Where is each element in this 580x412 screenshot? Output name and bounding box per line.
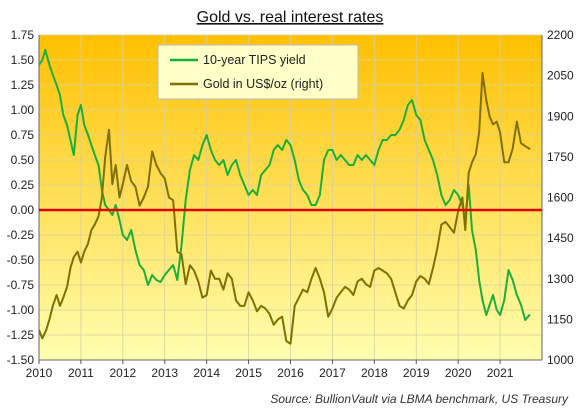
left-tick-label: 0.00 — [11, 203, 35, 217]
left-tick-label: 1.75 — [11, 28, 35, 42]
right-tick-label: 1450 — [547, 231, 574, 245]
left-tick-label: 0.75 — [11, 128, 35, 142]
left-tick-label: -1.25 — [7, 328, 35, 342]
x-tick-label: 2011 — [68, 366, 94, 380]
x-axis-ticks: 2010 2011 2012 2013 2014 2015 2016 2017 2018 2019… — [26, 360, 514, 380]
x-tick-label: 2013 — [151, 366, 178, 380]
right-tick-label: 1750 — [547, 150, 574, 164]
x-tick-label: 2016 — [277, 366, 304, 380]
x-tick-label: 2020 — [445, 366, 472, 380]
chart-title: Gold vs. real interest rates — [197, 9, 384, 26]
left-tick-label: 1.00 — [11, 103, 35, 117]
right-tick-label: 1600 — [547, 191, 574, 205]
left-tick-label: 0.25 — [11, 178, 35, 192]
series-line-gold-price — [39, 71, 531, 345]
series-layer — [39, 49, 531, 345]
left-tick-label: 0.50 — [11, 153, 35, 167]
left-tick-label: 1.25 — [11, 78, 35, 92]
right-tick-label: 1150 — [547, 312, 573, 326]
x-tick-label: 2014 — [193, 366, 220, 380]
legend-label-gold: Gold in US$/oz (right) — [203, 77, 323, 91]
right-tick-label: 2050 — [547, 69, 574, 83]
x-tick-label: 2012 — [109, 366, 136, 380]
source-note: Source: BullionVault via LBMA benchmark,… — [270, 392, 569, 406]
legend-box — [157, 44, 359, 100]
left-axis-ticks: 1.75 1.50 1.25 1.00 0.75 0.50 0.25 0.00 -0.25 -0.… — [7, 28, 35, 367]
left-tick-label: -1.00 — [7, 303, 35, 317]
x-tick-label: 2017 — [319, 366, 346, 380]
legend: 10-year TIPS yield Gold in US$/oz (right… — [157, 44, 359, 100]
left-tick-label: -1.50 — [7, 353, 35, 367]
x-tick-label: 2010 — [26, 366, 53, 380]
left-tick-label: -0.50 — [7, 253, 35, 267]
right-tick-label: 2200 — [547, 28, 574, 42]
series-line-tips-yield — [39, 49, 531, 321]
left-tick-label: -0.25 — [7, 228, 35, 242]
right-tick-label: 1300 — [547, 272, 574, 286]
legend-label-tips: 10-year TIPS yield — [203, 53, 306, 67]
right-axis-ticks: 2200 2050 1900 1750 1600 1450 1300 1150 1000 — [547, 28, 574, 367]
left-tick-label: -0.75 — [7, 278, 35, 292]
right-tick-label: 1900 — [547, 109, 574, 123]
x-tick-label: 2019 — [403, 366, 430, 380]
left-tick-label: 1.50 — [11, 53, 35, 67]
right-tick-label: 1000 — [547, 353, 574, 367]
x-tick-label: 2021 — [487, 366, 514, 380]
x-tick-label: 2018 — [361, 366, 388, 380]
x-tick-label: 2015 — [235, 366, 262, 380]
